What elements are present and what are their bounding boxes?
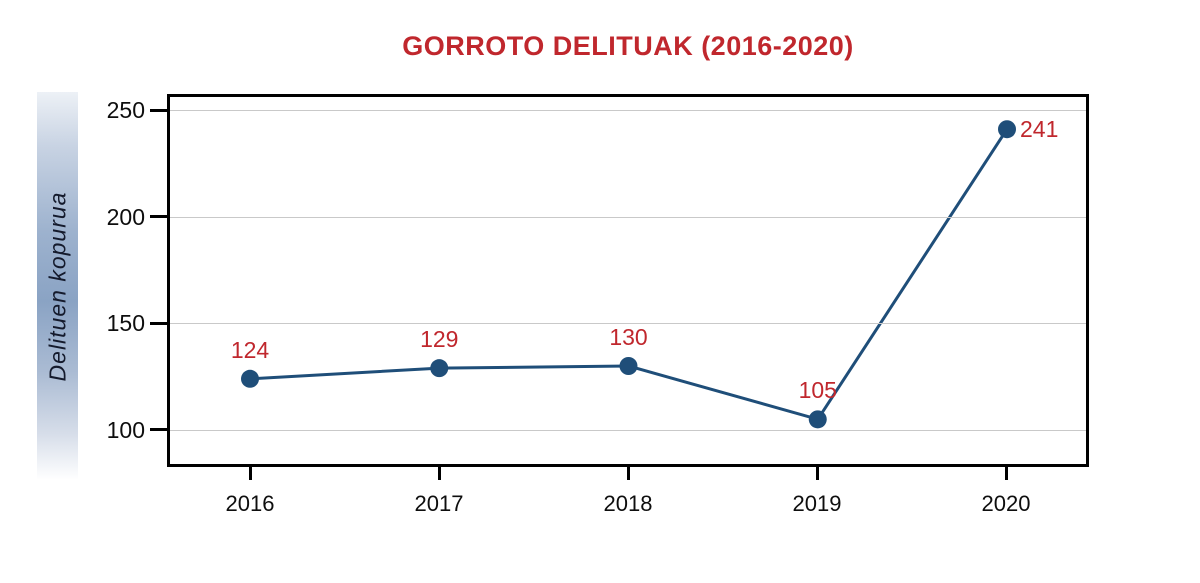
y-tick-150 — [150, 322, 167, 325]
data-point-2018 — [619, 357, 638, 375]
data-label-2019: 105 — [798, 377, 837, 404]
x-tick-2020 — [1005, 467, 1008, 480]
line-series — [241, 120, 1016, 429]
data-label-2020: 241 — [1020, 116, 1059, 143]
gridline-250 — [170, 110, 1086, 111]
chart-title: GORROTO DELITUAK (2016-2020) — [402, 31, 854, 61]
x-tick-label-2017: 2017 — [414, 491, 464, 516]
y-tick-label-100: 100 — [106, 417, 145, 443]
x-tick-label-2018: 2018 — [603, 491, 653, 516]
y-tick-100 — [150, 428, 167, 431]
y-tick-label-200: 200 — [106, 204, 145, 230]
x-tick-label-2020: 2020 — [981, 491, 1031, 516]
y-axis-title: Delituen kopurua — [44, 191, 70, 381]
y-axis-gradient-band: Delituen kopurua — [37, 92, 78, 480]
data-point-2016 — [241, 369, 259, 388]
plot-area — [167, 94, 1089, 467]
gridline-200 — [170, 217, 1086, 218]
y-tick-label-250: 250 — [106, 97, 145, 123]
x-tick-2016 — [249, 467, 252, 480]
series-line — [249, 128, 1009, 422]
gridline-100 — [170, 430, 1086, 431]
data-point-2019 — [808, 410, 827, 429]
x-tick-label-2016: 2016 — [225, 491, 275, 516]
x-tick-2017 — [438, 467, 441, 480]
data-point-2017 — [430, 359, 449, 378]
data-label-2017: 129 — [420, 326, 459, 353]
gridline-150 — [170, 323, 1086, 324]
data-label-2018: 130 — [609, 324, 648, 350]
y-tick-200 — [150, 215, 167, 218]
data-label-2016: 124 — [230, 336, 270, 363]
plot-inner — [170, 97, 1086, 464]
x-tick-2018 — [627, 467, 630, 480]
x-tick-label-2019: 2019 — [792, 491, 842, 516]
data-point-2020 — [998, 120, 1016, 139]
y-tick-250 — [150, 109, 167, 112]
y-tick-label-150: 150 — [106, 310, 145, 336]
x-tick-2019 — [816, 467, 819, 480]
